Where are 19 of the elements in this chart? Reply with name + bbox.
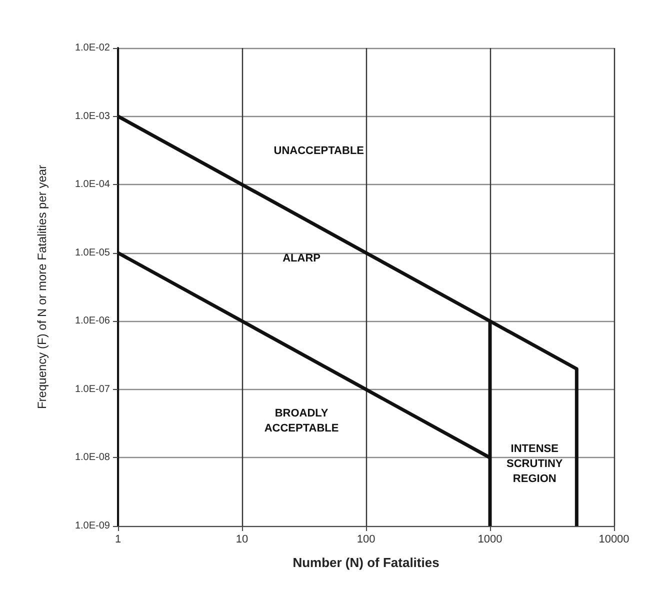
y-axis-title: Frequency (F) of N or more Fatalities per year (35, 164, 49, 410)
x-tick-label: 10 (236, 534, 248, 546)
annotation: BROADLY ACCEPTABLE (264, 407, 339, 434)
x-tick-label: 1 (114, 534, 122, 546)
y-tick-label: 1.0E-03 (74, 110, 110, 122)
y-tick-label: 1.0E-04 (74, 179, 110, 190)
y-tick-label: 1.0E-07 (74, 384, 110, 395)
y-tick-label: 1.0E-06 (74, 316, 110, 327)
y-tick-label: 1.0E-09 (74, 520, 110, 532)
annotation: INTENSE SCRUTINY REGION (506, 442, 564, 485)
x-tick-label: 100 (356, 534, 376, 546)
y-tick-label: 1.0E-02 (74, 42, 110, 54)
x-tick-label: 1000 (478, 534, 502, 546)
y-tick-label: 1.0E-08 (74, 452, 110, 464)
annotation: UNACCEPTABLE (274, 144, 364, 157)
x-tick-label: 10000 (598, 534, 630, 546)
x-axis-title: Number (N) of Fatalities (292, 555, 440, 570)
annotation: ALARP (282, 252, 320, 264)
y-tick-label: 1.0E-05 (74, 247, 110, 258)
